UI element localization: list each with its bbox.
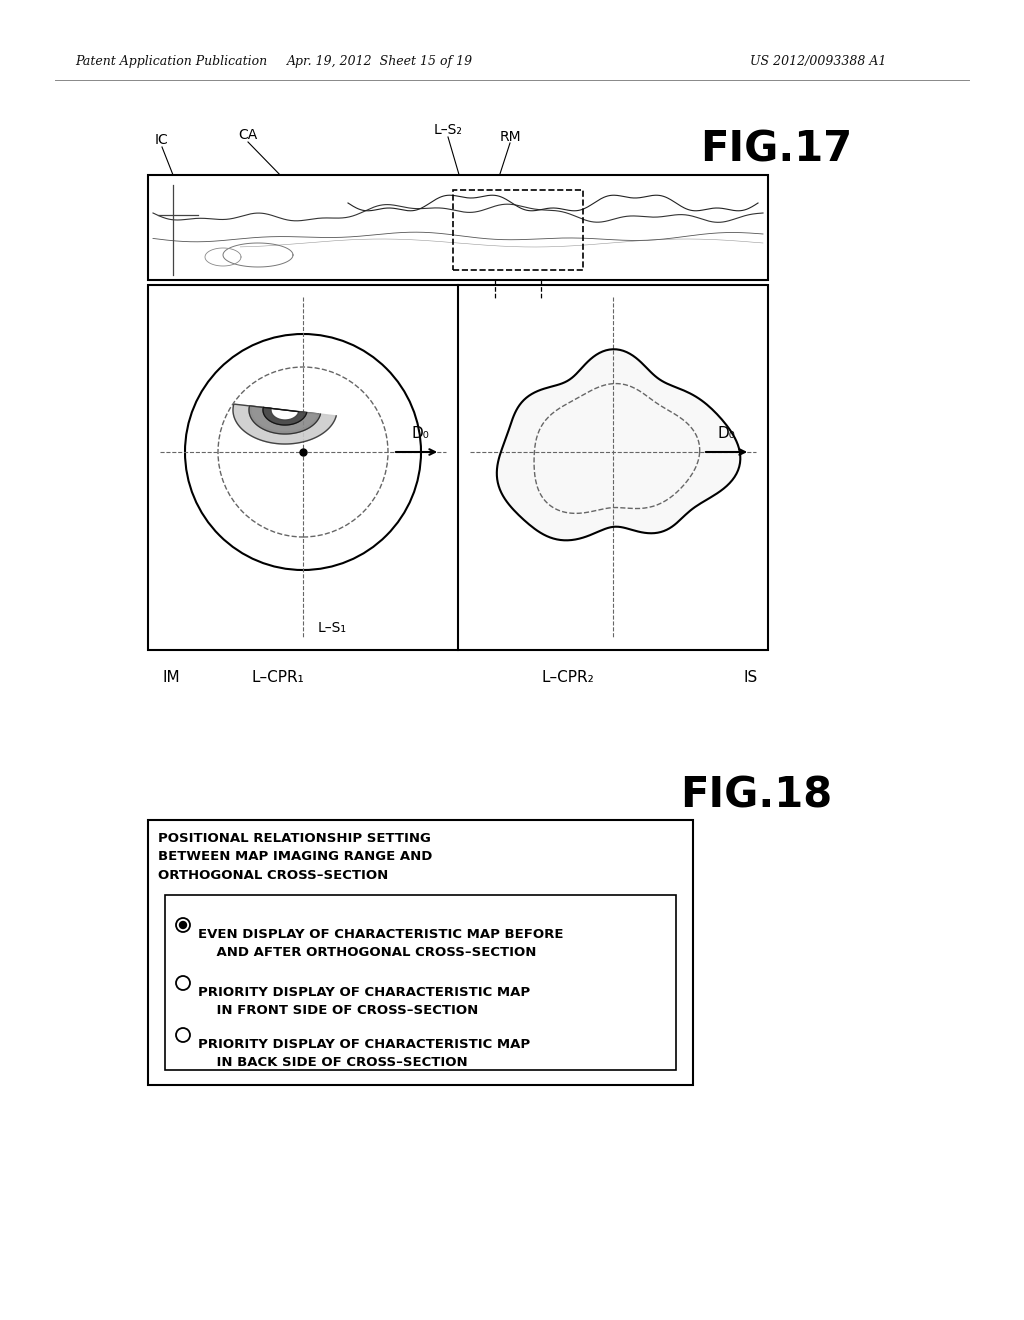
Text: IS: IS xyxy=(743,671,758,685)
Text: L–CPR₁: L–CPR₁ xyxy=(252,671,304,685)
Text: FIG.17: FIG.17 xyxy=(700,129,852,172)
Text: IM: IM xyxy=(163,671,180,685)
Text: PRIORITY DISPLAY OF CHARACTERISTIC MAP
    IN FRONT SIDE OF CROSS–SECTION: PRIORITY DISPLAY OF CHARACTERISTIC MAP I… xyxy=(198,986,530,1016)
Text: L–S₁: L–S₁ xyxy=(318,620,347,635)
Text: PRIORITY DISPLAY OF CHARACTERISTIC MAP
    IN BACK SIDE OF CROSS–SECTION: PRIORITY DISPLAY OF CHARACTERISTIC MAP I… xyxy=(198,1038,530,1069)
Bar xyxy=(453,190,583,271)
Polygon shape xyxy=(263,408,306,425)
Text: Patent Application Publication: Patent Application Publication xyxy=(75,55,267,69)
Text: POSITIONAL RELATIONSHIP SETTING
BETWEEN MAP IMAGING RANGE AND
ORTHOGONAL CROSS–S: POSITIONAL RELATIONSHIP SETTING BETWEEN … xyxy=(158,832,432,882)
Text: L–CPR₂: L–CPR₂ xyxy=(542,671,594,685)
Bar xyxy=(148,820,693,1085)
Bar xyxy=(165,895,676,1071)
Bar xyxy=(148,176,768,280)
Polygon shape xyxy=(497,350,740,540)
Text: L–S₂: L–S₂ xyxy=(433,123,463,137)
Text: FIG.18: FIG.18 xyxy=(680,774,833,816)
Bar xyxy=(148,285,768,649)
Circle shape xyxy=(185,334,421,570)
Polygon shape xyxy=(249,405,321,434)
Text: IC: IC xyxy=(155,133,169,147)
Text: Apr. 19, 2012  Sheet 15 of 19: Apr. 19, 2012 Sheet 15 of 19 xyxy=(287,55,473,69)
Polygon shape xyxy=(233,404,336,444)
Text: CA: CA xyxy=(239,128,258,143)
Text: US 2012/0093388 A1: US 2012/0093388 A1 xyxy=(750,55,887,69)
Text: D₀: D₀ xyxy=(411,426,429,441)
Circle shape xyxy=(179,921,186,928)
Text: RM: RM xyxy=(499,129,521,144)
Text: D₀: D₀ xyxy=(717,426,735,441)
Text: EVEN DISPLAY OF CHARACTERISTIC MAP BEFORE
    AND AFTER ORTHOGONAL CROSS–SECTION: EVEN DISPLAY OF CHARACTERISTIC MAP BEFOR… xyxy=(198,928,563,960)
